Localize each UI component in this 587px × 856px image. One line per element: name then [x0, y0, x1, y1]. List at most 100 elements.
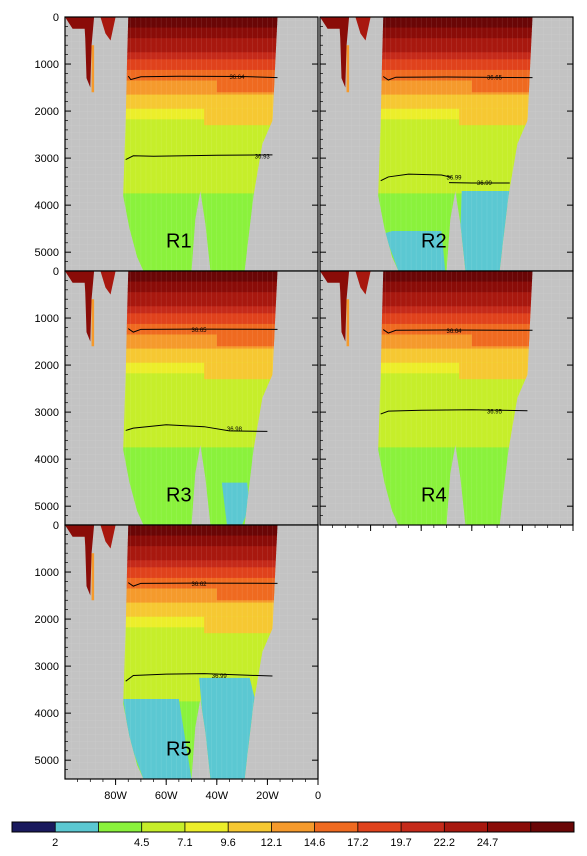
shelf-patch [355, 17, 371, 41]
temperature-cell [378, 115, 533, 120]
temperature-cell [123, 387, 278, 392]
x-tick-label: 40W [205, 790, 228, 802]
contour-line [125, 673, 273, 682]
y-tick-label: 2000 [35, 614, 59, 626]
temperature-cell [123, 136, 278, 142]
x-tick-label: 80W [104, 790, 127, 802]
deep-water-east-small [221, 482, 250, 525]
temperature-cell [123, 17, 278, 22]
colorbar-segment [357, 822, 402, 832]
temperature-cell [378, 80, 533, 85]
colorbar-segment [184, 822, 229, 832]
temperature-cell [378, 422, 533, 427]
temperature-cell [123, 140, 278, 145]
y-tick-label: 1000 [35, 567, 59, 579]
temperature-cell [123, 563, 278, 568]
temperature-cell [123, 567, 278, 572]
contour-label: 36.65 [192, 328, 208, 334]
panel-r2: 36.65 36.99 36.99 R2 [319, 16, 574, 277]
colorbar-segment [98, 822, 143, 832]
temperature-cell [378, 186, 533, 191]
temperature-cell [123, 165, 278, 170]
temperature-cell [123, 574, 278, 579]
temperature-cell [123, 115, 278, 120]
temperature-cell [204, 616, 278, 634]
y-tick-label: 5000 [35, 755, 59, 767]
temperature-cell [123, 161, 278, 166]
temperature-cell [123, 101, 278, 106]
temperature-cell [378, 24, 533, 29]
temperature-cell [378, 348, 533, 353]
temperature-cell [378, 271, 533, 276]
temperature-cell [123, 172, 278, 177]
temperature-cell [123, 147, 278, 152]
temperature-cell [378, 168, 533, 173]
temperature-cell [378, 306, 533, 311]
temperature-cell [378, 84, 533, 89]
temperature-cell [123, 433, 278, 438]
temperature-cell [378, 140, 533, 145]
temperature-cell [459, 362, 533, 380]
y-tick-label: 2000 [35, 360, 59, 372]
gulf-channel [346, 45, 350, 93]
temperature-cell [378, 359, 533, 364]
temperature-cell [123, 535, 278, 540]
temperature-cell [123, 539, 278, 544]
temperature-cell [378, 366, 533, 371]
temperature-cell [123, 151, 278, 156]
temperature-cell [123, 278, 278, 283]
temperature-cell [378, 320, 533, 325]
panel-label: R3 [166, 484, 192, 506]
temperature-cell [123, 105, 278, 110]
gulf-channel [338, 17, 350, 88]
temperature-cell [123, 362, 278, 367]
temperature-cell [378, 41, 533, 46]
temperature-cell [378, 352, 533, 357]
temperature-cell [123, 546, 278, 551]
temperature-cell [378, 133, 533, 138]
temperature-cell [378, 405, 533, 410]
temperature-cell [123, 429, 278, 434]
temperature-cell [378, 38, 533, 43]
temperature-cell [378, 101, 533, 106]
temperature-cell [123, 112, 278, 117]
temperature-cell [123, 186, 278, 191]
y-tick-label: 3000 [35, 153, 59, 165]
temperature-cell [123, 401, 278, 406]
contour-line [382, 329, 533, 334]
temperature-cell [378, 278, 533, 283]
temperature-cell [123, 179, 278, 184]
shelf-patch [320, 17, 345, 29]
contour-line [380, 173, 452, 182]
colorbar: 2 4.5 7.1 9.6 12.1 14.6 17.2 19.7 22.2 24.7 [11, 821, 575, 849]
temperature-cell [378, 345, 533, 350]
y-tick-label: 3000 [35, 661, 59, 673]
colorbar-label: 14.6 [304, 837, 325, 849]
temperature-cell [123, 302, 278, 307]
contour-line [127, 75, 278, 81]
contour-line [127, 328, 278, 333]
temperature-cell [123, 655, 278, 660]
colorbar-label: 12.1 [261, 837, 282, 849]
temperature-cell [123, 606, 278, 611]
temperature-cell [123, 528, 278, 533]
contour-label: 36.98 [227, 427, 243, 433]
temperature-cell [123, 38, 278, 43]
temperature-cell [378, 122, 533, 127]
gulf-channel [83, 271, 95, 342]
temperature-cell [378, 94, 533, 99]
temperature-cell [123, 627, 278, 632]
temperature-cell [378, 390, 533, 396]
temperature-cell [123, 62, 278, 67]
temperature-cell [378, 369, 533, 374]
temperature-cell [378, 415, 533, 420]
temperature-cell [123, 394, 278, 399]
temperature-cell [123, 129, 278, 135]
temperature-cell [123, 602, 278, 607]
y-tick-label: 4000 [35, 200, 59, 212]
temperature-cell [123, 419, 278, 424]
temperature-cell [123, 620, 278, 625]
temperature-cell [123, 306, 278, 311]
temperature-cell [123, 422, 278, 427]
x-tick-label: 60W [155, 790, 178, 802]
